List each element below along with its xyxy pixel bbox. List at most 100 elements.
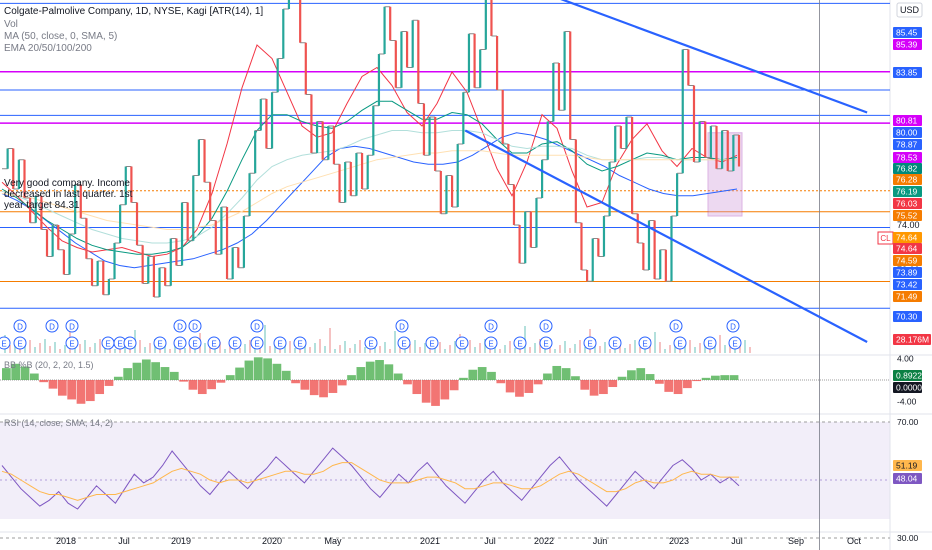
- earnings-marker: [293, 336, 307, 350]
- rsi-tick: 70.00: [897, 417, 919, 427]
- volume-bar: [279, 349, 281, 353]
- dividend-marker-label: D: [69, 323, 75, 332]
- bb-bar: [2, 368, 11, 380]
- x-tick-label: Oct: [847, 536, 862, 546]
- bb-bar: [375, 360, 384, 380]
- dividend-marker-label: D: [399, 323, 405, 332]
- price-tag: [893, 139, 922, 150]
- volume-bar: [724, 345, 726, 353]
- volume-bar: [34, 347, 36, 353]
- bb-bar: [393, 373, 403, 380]
- bb-bar: [552, 365, 562, 380]
- price-tag-label: 71.49: [896, 292, 918, 302]
- earnings-marker-label: E: [401, 340, 406, 349]
- earnings-marker-label: E: [117, 340, 122, 349]
- rsi-band: [0, 422, 890, 519]
- earnings-marker: [207, 336, 221, 350]
- dividend-marker-label: D: [177, 323, 183, 332]
- volume-bar: [114, 349, 116, 353]
- earnings-marker: [173, 336, 187, 350]
- dividend-marker: [539, 319, 553, 333]
- volume-bar: [714, 342, 716, 353]
- earnings-marker: [484, 336, 498, 350]
- volume-bar: [274, 342, 276, 353]
- earnings-marker: [728, 336, 742, 350]
- y-tick-label: 74.00: [897, 220, 920, 230]
- volume-bar: [219, 342, 221, 353]
- bb-tick: -4.00: [897, 397, 917, 407]
- x-tick-label: Jul: [484, 536, 496, 546]
- bb-bar: [188, 380, 198, 390]
- volume-bar: [224, 349, 226, 353]
- volume-bar: [24, 344, 26, 353]
- earnings-marker: [703, 336, 717, 350]
- series-ema-20: [1, 44, 738, 258]
- currency-box: [896, 2, 923, 18]
- volume-bar: [339, 345, 341, 353]
- volume-bar: [579, 340, 581, 353]
- price-tag-label: 70.30: [896, 312, 918, 322]
- bb-bar: [533, 380, 543, 385]
- bb-bar: [683, 380, 692, 389]
- price-tag: [893, 152, 922, 163]
- volume-bar: [264, 325, 266, 353]
- bb-bar: [561, 368, 571, 380]
- x-tick-label: Jun: [593, 536, 608, 546]
- volume-bar: [539, 339, 541, 353]
- earnings-marker: [65, 336, 79, 350]
- bb-bar: [403, 380, 412, 385]
- earnings-marker: [455, 336, 469, 350]
- dividend-marker: [13, 319, 27, 333]
- ema-legend: EMA 20/50/100/200: [4, 43, 92, 54]
- trend-lower: [464, 129, 868, 343]
- x-tick-label: 2018: [56, 536, 76, 546]
- x-tick-label: 2020: [262, 536, 282, 546]
- rsi-value-tag: [893, 473, 922, 484]
- bb-bar: [141, 359, 151, 380]
- dividend-marker: [173, 319, 187, 333]
- earnings-marker: [539, 336, 553, 350]
- dividend-marker-label: D: [17, 323, 23, 332]
- bb-bar: [692, 380, 702, 382]
- price-tag-label: 74.64: [896, 244, 918, 254]
- volume-bar: [244, 344, 246, 353]
- price-tag: [893, 127, 922, 138]
- volume-bar: [564, 341, 566, 353]
- volume-bar: [424, 343, 426, 353]
- volume-bar: [379, 346, 381, 353]
- price-tag: [893, 67, 922, 78]
- earnings-marker-label: E: [69, 340, 74, 349]
- volume-bar: [439, 342, 441, 353]
- price-tag-label: 73.42: [896, 280, 918, 290]
- price-tag-label: 73.89: [896, 268, 918, 278]
- bb-bar: [543, 373, 552, 380]
- dividend-marker-label: D: [673, 323, 679, 332]
- bb-bar: [85, 380, 95, 402]
- bb-bar: [421, 380, 431, 403]
- volume-bar: [189, 344, 191, 353]
- price-tag-label: 78.87: [896, 140, 918, 150]
- volume-bar: [74, 348, 76, 353]
- volume-bar: [479, 343, 481, 353]
- bb-bar: [524, 380, 534, 393]
- volume-bar: [139, 340, 141, 353]
- volume-bar: [739, 344, 741, 353]
- bb-bar: [459, 377, 468, 380]
- earnings-marker-label: E: [157, 340, 162, 349]
- volume-bar: [9, 345, 11, 353]
- price-tag: [893, 311, 922, 322]
- earnings-marker-label: E: [1, 340, 6, 349]
- price-tag-label: 76.28: [896, 175, 918, 185]
- bb-bar: [113, 376, 123, 380]
- volume-bar: [404, 348, 406, 353]
- bb-bar: [253, 357, 263, 380]
- volume-bar: [49, 346, 51, 353]
- volume-bar: [229, 345, 231, 353]
- x-tick-label: Jul: [118, 536, 130, 546]
- price-tag-label: 78.53: [896, 153, 918, 163]
- annotation-line-1: Very good company. Income: [4, 178, 130, 189]
- bb-bar: [617, 376, 627, 380]
- bb-value-label: 0.8922: [896, 371, 922, 381]
- bb-bar: [104, 380, 114, 386]
- bb-bar: [235, 367, 244, 380]
